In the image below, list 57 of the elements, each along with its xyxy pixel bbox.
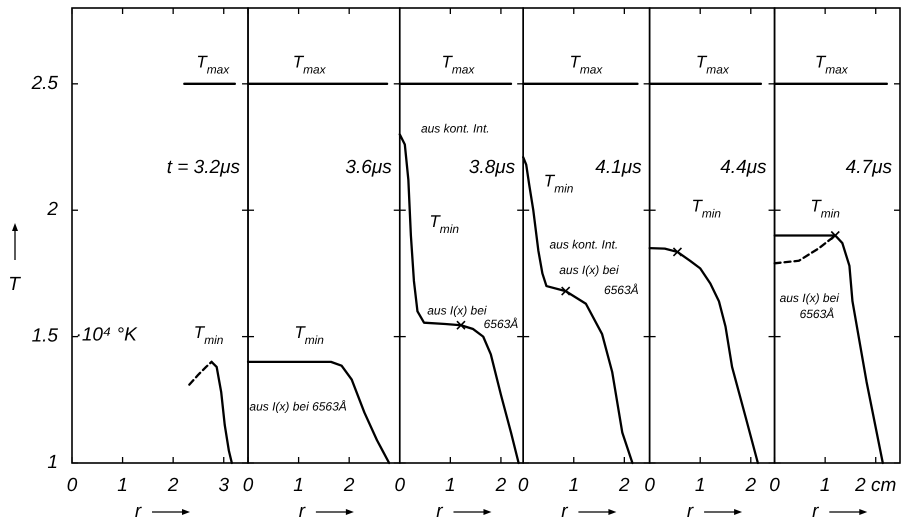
annotation: aus I(x) bei xyxy=(559,263,619,278)
x-tick-label: 2 xyxy=(342,475,355,496)
annotation: aus I(x) bei xyxy=(427,304,487,318)
annotation: aus I(x) bei 6563Å xyxy=(249,400,347,414)
annotation: T$_{max}$ xyxy=(196,52,230,77)
y-tick-label: 1.5 xyxy=(32,326,58,347)
annotation: T$_{min}$ xyxy=(429,212,460,236)
annotation: 6563Å xyxy=(604,283,639,298)
annotation: T$_{max}$ xyxy=(292,52,327,77)
x-tick-label: 1 xyxy=(117,475,128,496)
x-tick-label: 2 cm xyxy=(854,475,896,496)
x-axis-title: r xyxy=(812,501,820,522)
x-tick-label: 2 xyxy=(618,475,630,496)
text: t = 3.2μs xyxy=(166,157,241,178)
x-tick-label: 1 xyxy=(694,475,706,496)
annotation: T$_{min}$ xyxy=(810,197,840,221)
x-tick-label: 2 xyxy=(744,475,756,496)
x-tick-label: 0 xyxy=(518,475,529,496)
x-tick-label: 0 xyxy=(769,475,780,496)
x-tick-label: 0 xyxy=(644,475,656,496)
x-axis-title: r xyxy=(134,501,142,522)
annotation: T$_{max}$ xyxy=(569,52,604,77)
x-axis-title: r xyxy=(686,501,694,522)
y-tick-label: 2 xyxy=(46,199,58,220)
x-tick-label: 3 xyxy=(218,475,230,496)
text: 3.6μs xyxy=(345,157,392,178)
x-tick-label: 2 xyxy=(166,475,179,496)
annotation: aus kont. Int. xyxy=(550,238,618,252)
x-tick-label: 1 xyxy=(820,475,830,496)
x-axis-title: r xyxy=(298,501,306,522)
annotation: ·10⁴ °K xyxy=(76,324,138,346)
text: 4.7μs xyxy=(846,157,892,178)
text: 4.4μs xyxy=(720,157,768,178)
y-axis-title: T xyxy=(8,274,22,295)
text: 3.8μs xyxy=(468,157,516,178)
x-tick-label: 1 xyxy=(293,475,304,496)
annotation: T$_{max}$ xyxy=(814,52,849,77)
x-axis-title: r xyxy=(561,501,568,522)
annotation: T$_{max}$ xyxy=(441,52,476,77)
annotation: T$_{min}$ xyxy=(544,172,574,196)
y-tick-label: 2.5 xyxy=(30,72,58,94)
annotation: T$_{min}$ xyxy=(194,324,224,348)
x-tick-label: 1 xyxy=(568,475,580,496)
x-tick-label: 0 xyxy=(394,475,406,496)
annotation: aus I(x) bei 6563Å xyxy=(780,291,840,321)
x-tick-label: 0 xyxy=(242,475,254,496)
text: 4.1μs xyxy=(595,157,642,178)
x-axis-title: r xyxy=(436,501,444,522)
y-tick-label: 1 xyxy=(47,452,58,474)
annotation: aus kont. Int. xyxy=(420,122,490,136)
x-tick-label: 1 xyxy=(445,475,456,496)
x-tick-label: 2 xyxy=(494,475,507,496)
annotation: T$_{min}$ xyxy=(691,197,722,221)
annotation: T$_{min}$ xyxy=(294,324,324,348)
annotation: 6563Å xyxy=(484,317,518,332)
annotation: T$_{max}$ xyxy=(696,52,730,77)
x-tick-label: 0 xyxy=(66,475,78,496)
